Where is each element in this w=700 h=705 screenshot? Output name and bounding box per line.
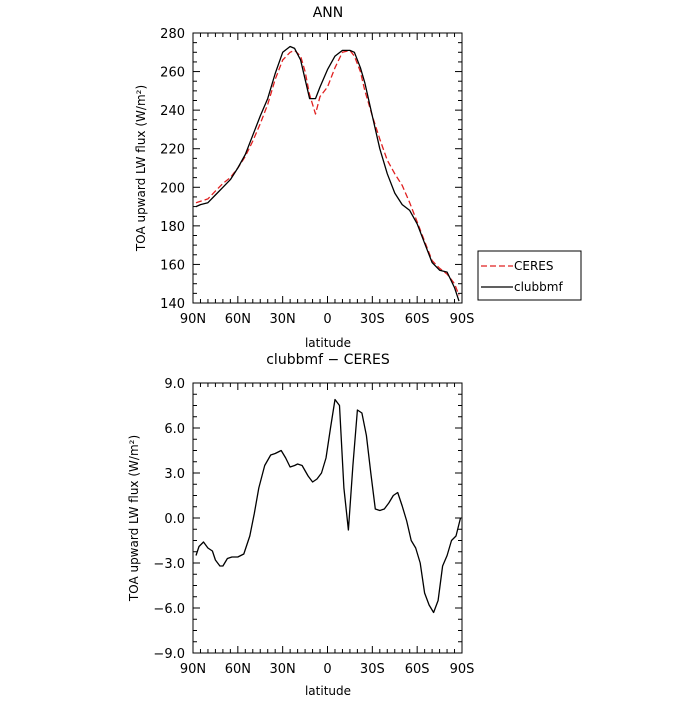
bottom-chart-title: clubbmf − CERES	[266, 352, 390, 368]
legend-box	[477, 250, 582, 301]
bottom-chart-series-line-clubbmf-ceres	[195, 398, 462, 614]
bottom-chart-xtick-label: 30N	[270, 662, 296, 677]
top-chart-ytick-label: 260	[160, 66, 185, 81]
bottom-chart-series	[195, 398, 462, 614]
top-chart-ytick-label: 200	[160, 181, 185, 196]
bottom-chart-ytick-label: 9.0	[164, 377, 185, 392]
top-chart-xlabel: latitude	[305, 336, 351, 350]
top-chart-ytick-label: 160	[160, 258, 185, 273]
bottom-chart-xtick-label: 30S	[360, 662, 385, 677]
top-chart-panel: ANN 90N 60N 30N 0 30S 60S 90S 140 160 180 200 220 24…	[134, 5, 474, 350]
bottom-chart-ytick-label: 0.0	[164, 512, 185, 527]
top-chart-ylabel: TOA upward LW flux (W/m²)	[134, 85, 148, 252]
top-chart-ytick-label: 240	[160, 104, 185, 119]
top-chart-series-line-ceres	[195, 49, 460, 296]
top-chart-xtick-label: 60S	[405, 312, 430, 327]
top-chart-xtick-label: 30S	[360, 312, 385, 327]
top-chart-ytick-label: 220	[160, 143, 185, 158]
bottom-chart-xtick-label: 60S	[405, 662, 430, 677]
top-chart-ticks: 90N 60N 30N 0 30S 60S 90S 140 160 180 200 220 240 260…	[160, 27, 474, 327]
bottom-chart-panel: clubbmf − CERES 90N 60N 30N 0 30S 60S 90S −9.0 −…	[127, 352, 474, 698]
bottom-chart-xtick-label: 60N	[225, 662, 251, 677]
bottom-chart-ytick-label: −9.0	[153, 647, 185, 662]
top-chart-xtick-label: 30N	[270, 312, 296, 327]
bottom-chart-xtick-label: 90N	[180, 662, 206, 677]
top-chart-legend: CERES clubbmf	[477, 250, 582, 301]
bottom-chart-ytick-label: −3.0	[153, 557, 185, 572]
bottom-chart-ticks: 90N 60N 30N 0 30S 60S 90S −9.0 −6.0 −3.0 0.0 3.0 6.0…	[153, 377, 474, 677]
top-chart-title: ANN	[313, 5, 344, 21]
bottom-chart-xtick-label: 0	[323, 662, 331, 677]
top-chart-xtick-label: 0	[323, 312, 331, 327]
bottom-chart-ytick-label: 6.0	[164, 422, 185, 437]
bottom-chart-xtick-label: 90S	[450, 662, 475, 677]
top-chart-xtick-label: 60N	[225, 312, 251, 327]
top-chart-xtick-label: 90N	[180, 312, 206, 327]
legend-label-ceres: CERES	[514, 259, 554, 273]
top-chart-ytick-label: 140	[160, 297, 185, 312]
bottom-chart-xlabel: latitude	[305, 684, 351, 698]
bottom-chart-ytick-label: 3.0	[164, 467, 185, 482]
bottom-chart-ytick-label: −6.0	[153, 602, 185, 617]
legend-label-clubbmf: clubbmf	[514, 280, 563, 294]
top-chart-xtick-label: 90S	[450, 312, 475, 327]
top-chart-series-line-clubbmf	[195, 45, 460, 302]
top-chart-ytick-label: 280	[160, 27, 185, 42]
top-chart-series	[195, 45, 460, 302]
bottom-chart-ylabel: TOA upward LW flux (W/m²)	[127, 435, 141, 602]
top-chart-ytick-label: 180	[160, 220, 185, 235]
